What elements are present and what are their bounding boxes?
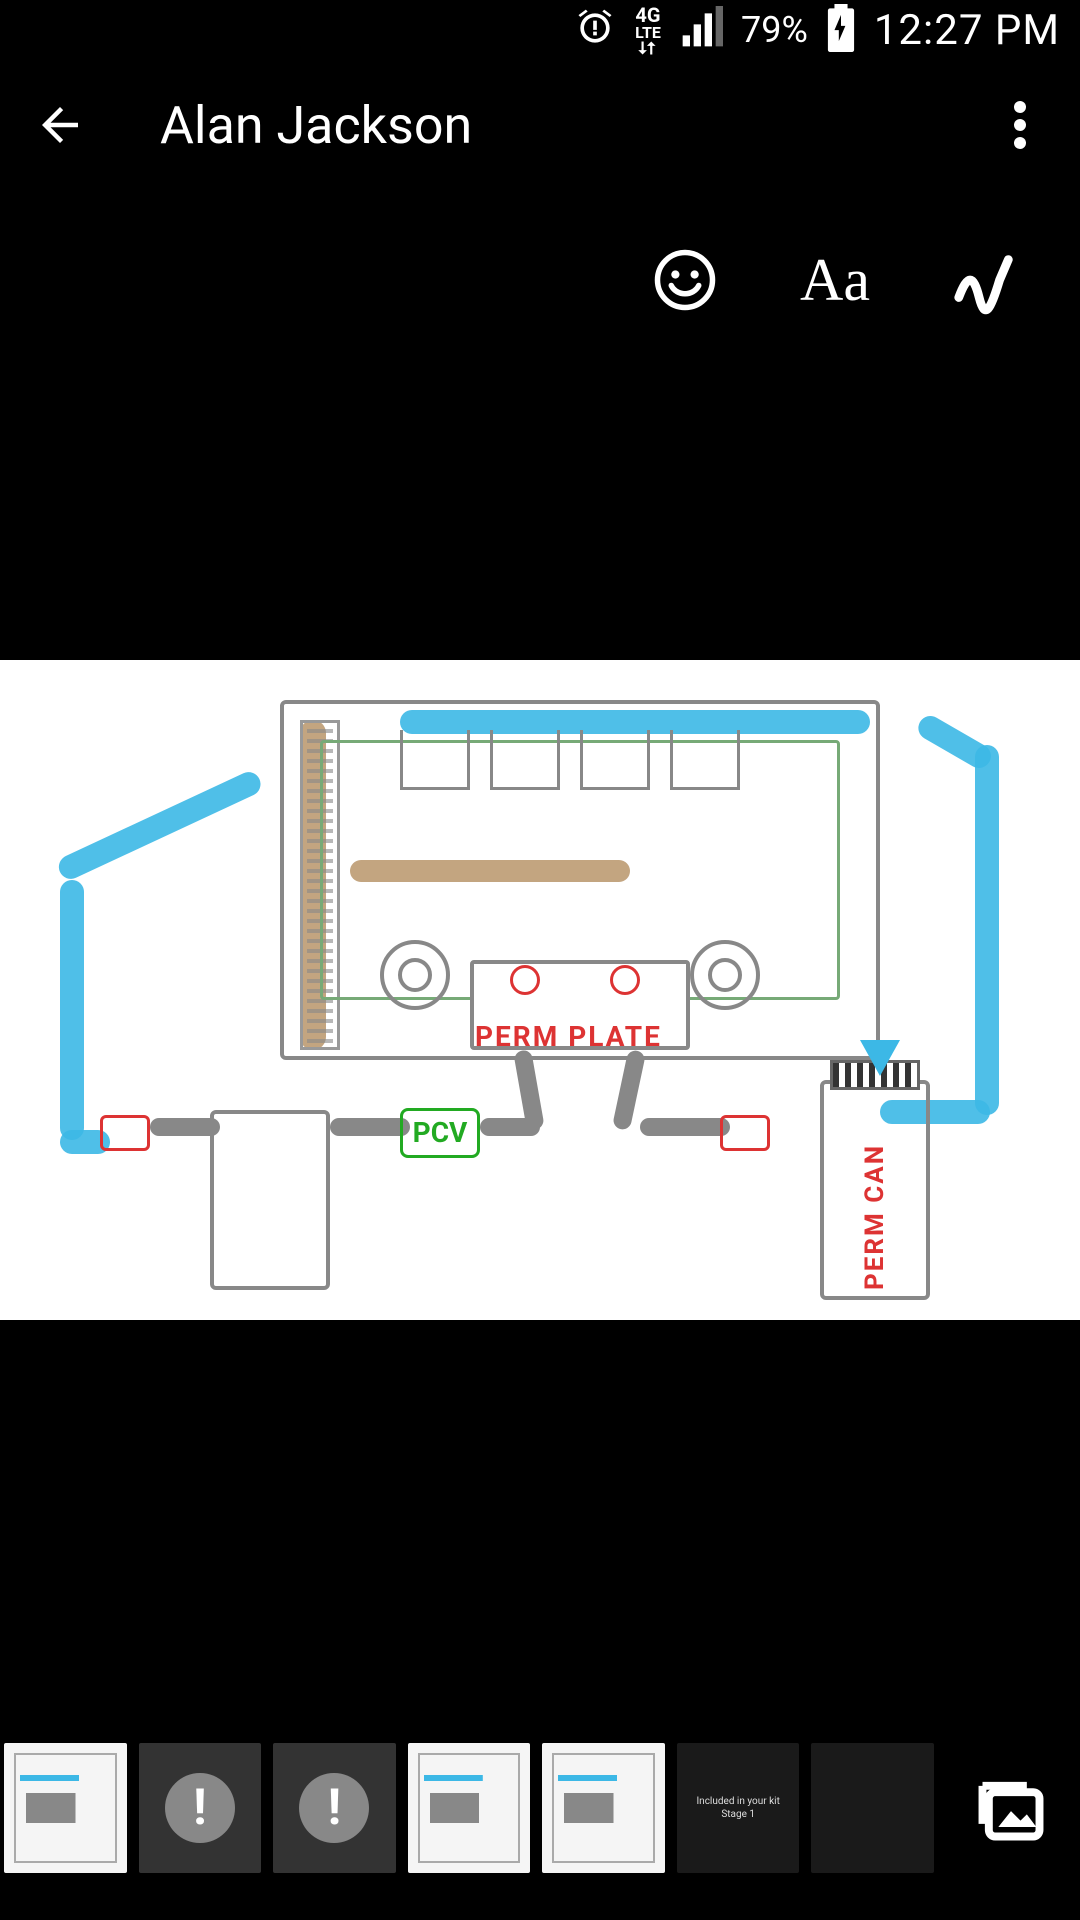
port-icon	[510, 965, 540, 995]
emoji-button[interactable]	[650, 245, 720, 315]
thumbnail[interactable]	[542, 1743, 665, 1873]
battery-percent: 79%	[741, 9, 808, 51]
clock-text: 12:27 PM	[874, 6, 1060, 55]
battery-charging-icon	[826, 4, 856, 56]
hose	[330, 1118, 410, 1136]
thumbnail[interactable]: Included in your kit Stage 1	[677, 1743, 800, 1873]
hose	[640, 1118, 730, 1136]
thumbnail[interactable]: !	[273, 1743, 396, 1873]
thumb-text	[867, 1802, 879, 1814]
flow-segment	[60, 880, 84, 1140]
network-type-icon: 4G LTE	[635, 5, 661, 55]
flow-segment	[55, 768, 265, 883]
flow-arrow-icon	[860, 1040, 900, 1076]
engine-diagram: PERM PLATE PCV PERM CAN	[0, 660, 1080, 1320]
back-button[interactable]	[30, 95, 90, 155]
alarm-icon	[573, 6, 617, 54]
port-icon	[610, 965, 640, 995]
catch-box	[210, 1110, 330, 1290]
contact-title: Alan Jackson	[160, 95, 990, 156]
edit-tool-row: Aa	[0, 220, 1080, 340]
flow-segment	[975, 745, 999, 1115]
warning-icon: !	[165, 1773, 235, 1843]
image-viewport[interactable]: PERM PLATE PCV PERM CAN	[0, 660, 1080, 1320]
thumbnail[interactable]: !	[139, 1743, 262, 1873]
signal-icon	[679, 6, 723, 54]
text-tool-button[interactable]: Aa	[800, 245, 870, 315]
more-options-button[interactable]	[990, 95, 1050, 155]
thumb-text: Included in your kit Stage 1	[677, 1789, 800, 1827]
status-bar: 4G LTE 79% 12:27 PM	[0, 0, 1080, 60]
app-bar: Alan Jackson	[0, 60, 1080, 190]
thumbnail[interactable]	[811, 1743, 934, 1873]
perm-can-label: PERM CAN	[860, 1144, 890, 1290]
thumbnail[interactable]	[4, 1743, 127, 1873]
thumbnail-strip: ! ! Included in your kit Stage 1	[0, 1735, 1080, 1880]
spacer	[0, 340, 1080, 660]
draw-tool-button[interactable]	[950, 245, 1020, 315]
check-valve-icon	[100, 1115, 150, 1151]
warning-icon: !	[299, 1773, 369, 1843]
pcv-label: PCV	[400, 1108, 480, 1158]
perm-plate-label: PERM PLATE	[475, 1020, 662, 1053]
cylinder-row	[400, 730, 740, 790]
gallery-button[interactable]	[946, 1743, 1076, 1873]
thumbnail[interactable]	[408, 1743, 531, 1873]
check-valve-icon	[720, 1115, 770, 1151]
hose	[612, 1049, 646, 1131]
text-tool-label: Aa	[800, 246, 870, 315]
hose	[480, 1118, 540, 1136]
